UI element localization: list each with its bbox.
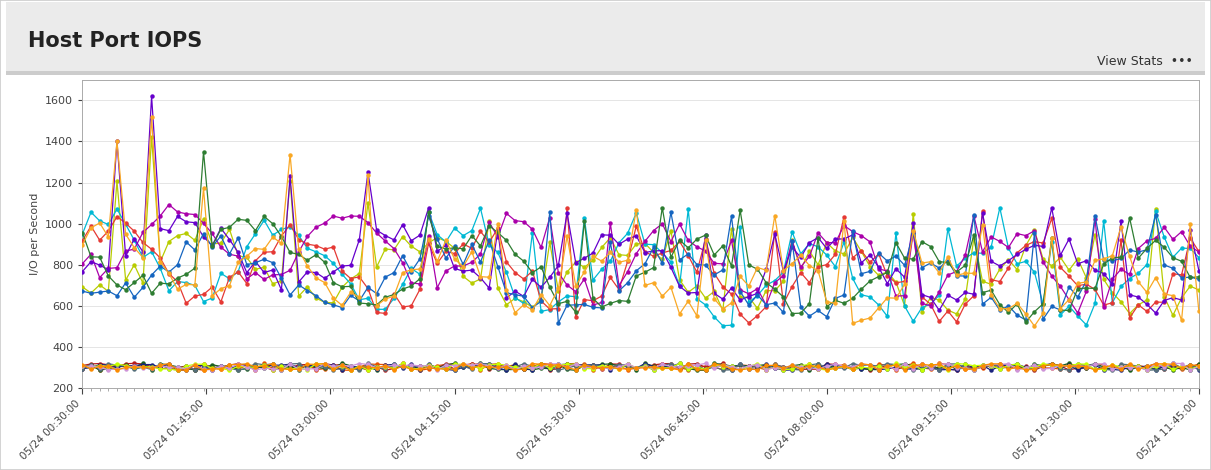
Text: View Stats  •••: View Stats ••• [1097,55,1193,68]
Text: Host Port IOPS: Host Port IOPS [28,31,202,51]
Y-axis label: I/O per Second: I/O per Second [29,193,40,275]
